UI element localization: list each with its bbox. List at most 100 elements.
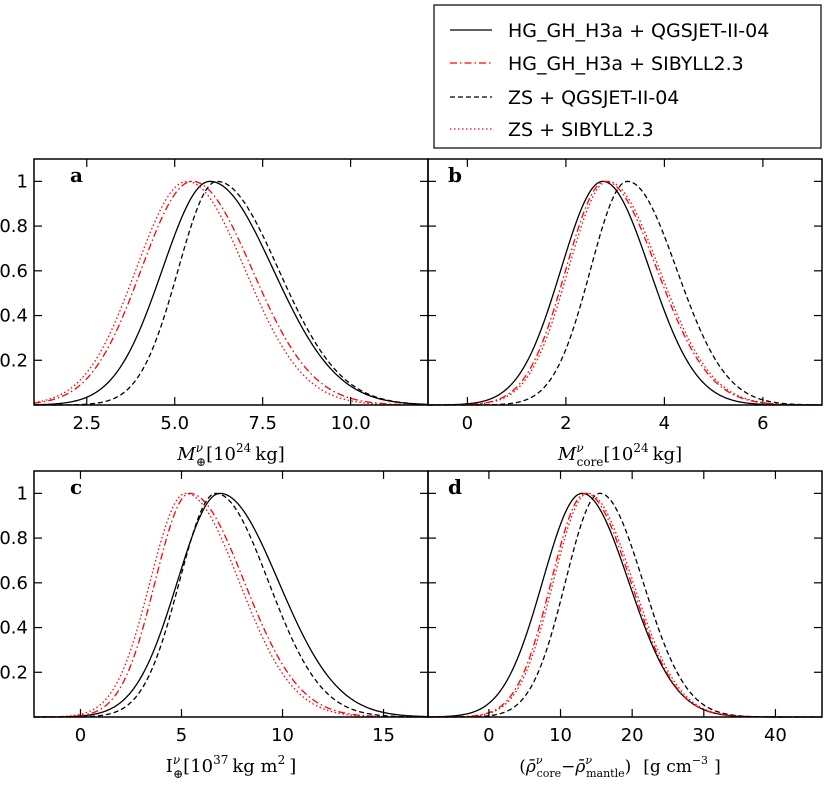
- panel-b-series-1: [428, 180, 822, 406]
- panel-c-xlabel-unit-pre: [10: [183, 756, 213, 777]
- panel-d-xlabel-close: ): [625, 757, 632, 777]
- panel-c-series-2: [34, 492, 428, 718]
- panel-b-xtick-label: 2: [560, 413, 571, 434]
- legend-label-3: ZS + QGSJET-II-04: [508, 87, 679, 109]
- panel-d-series-1: [427, 492, 822, 718]
- panel-c: c Iν ⊕[1037 kg m2] 0 5 10 15 0.2 0.4 0.6 0.8 1: [0, 470, 429, 781]
- panel-d-unit-pre: [g cm: [643, 757, 692, 777]
- panel-b-xlabel-unit-sup: 24: [633, 441, 649, 455]
- panel-a: a Mν ⊕[1024 kg] 2.5 5.0 7.5 10.0 0.2 0.4 0.6 0.8 1: [0, 158, 429, 469]
- panel-a-frame: [33, 158, 429, 406]
- panel-d-rho2-sub: mantle: [586, 767, 625, 780]
- panel-c-xlabel-unit-post: kg m: [232, 756, 277, 777]
- panel-c-xlabel-unit-sup2: 2: [278, 753, 286, 767]
- panel-a-ytick-label: 0.6: [0, 261, 28, 282]
- panel-a-xtick-label: 10.0: [331, 413, 371, 434]
- panel-a-xtick-label: 7.5: [248, 413, 277, 434]
- panel-d-letter: d: [448, 475, 462, 499]
- panel-b-series-2: [428, 180, 823, 406]
- panel-b-frame: [427, 158, 823, 406]
- panel-d-frame: [427, 470, 823, 718]
- legend-label-1: HG_GH_H3a + QGSJET-II-04: [508, 20, 769, 42]
- panel-b-xlabel-main: M: [557, 444, 577, 465]
- panel-b-xtick-label: 4: [659, 413, 670, 434]
- panel-a-series-2: [33, 180, 429, 406]
- panel-c-plot-area: [33, 492, 429, 718]
- panel-a-ytick-label: 0.4: [0, 306, 28, 327]
- panel-c-xtick-label: 15: [372, 725, 395, 746]
- panel-a-ytick-label: 1: [17, 171, 28, 192]
- panel-a-xlabel-unit-post: kg]: [255, 444, 284, 465]
- panel-d: d (ρ̄ν core−ρ̄ν mantle) [g cm−3] 0 10 20 30 40: [427, 470, 823, 780]
- panel-d-xlabel: (ρ̄ν core−ρ̄ν mantle) [g cm−3]: [519, 754, 720, 780]
- panel-d-rho1: ρ̄: [525, 757, 536, 777]
- panel-a-ytick-label: 0.8: [0, 216, 28, 237]
- panel-c-ytick-label: 0.4: [0, 618, 28, 639]
- panel-a-plot-area: [33, 180, 429, 406]
- panel-c-xlabel-sub: ⊕: [173, 767, 183, 781]
- panel-c-ytick-label: 0.2: [0, 662, 28, 683]
- panel-b-xtick-label: 6: [757, 413, 768, 434]
- legend-label-4: ZS + SIBYLL2.3: [508, 119, 654, 141]
- panel-b-xtick-label: 0: [462, 413, 473, 434]
- panel-c-xlabel-sup: ν: [173, 753, 180, 767]
- panel-d-unit-post: ]: [714, 757, 721, 777]
- panel-a-xtick-label: 2.5: [72, 413, 101, 434]
- panel-c-letter: c: [70, 475, 82, 499]
- panel-c-ytick-label: 0.8: [0, 528, 28, 549]
- panel-d-rho2: ρ̄: [574, 757, 585, 777]
- panel-a-xlabel-unit-sup: 24: [236, 441, 252, 455]
- panel-d-xtick-label: 40: [764, 725, 787, 746]
- panel-a-series-1: [33, 180, 429, 406]
- panel-a-ytick-label: 0.2: [0, 350, 28, 371]
- panel-a-xlabel-sup: ν: [196, 441, 203, 455]
- panel-b-plot-area: [428, 180, 823, 406]
- panel-a-xlabel: Mν ⊕[1024 kg]: [176, 441, 284, 469]
- panel-a-xlabel-unit-pre: [10: [206, 444, 236, 465]
- panel-b-xlabel-sub: core: [577, 455, 604, 469]
- panel-a-xlabel-main: M: [176, 444, 196, 465]
- panel-c-series-3: [34, 492, 429, 718]
- panel-c-series-4: [33, 492, 428, 718]
- panel-b-letter: b: [448, 163, 462, 187]
- panel-d-minus: −: [561, 757, 575, 777]
- panel-a-letter: a: [70, 163, 83, 187]
- panel-c-xlabel: Iν ⊕[1037 kg m2]: [166, 753, 297, 781]
- panel-d-unit-sup: −3: [692, 754, 708, 767]
- legend: HG_GH_H3a + QGSJET-II-04 HG_GH_H3a + SIB…: [433, 4, 822, 149]
- panel-c-xlabel-unit-sup: 37: [213, 753, 228, 767]
- panel-d-rho1-sup: ν: [536, 754, 543, 767]
- panel-d-xtick-label: 10: [549, 725, 572, 746]
- panel-c-ytick-label: 0.6: [0, 573, 28, 594]
- panel-c-frame: [33, 470, 429, 718]
- panel-c-ytick-label: 1: [17, 483, 28, 504]
- panel-d-rho1-sub: core: [537, 767, 562, 780]
- legend-box: [433, 4, 822, 149]
- panel-d-series-3: [428, 492, 822, 718]
- panel-c-xtick-label: 0: [75, 725, 86, 746]
- panel-d-rho2-sup: ν: [585, 754, 592, 767]
- panel-c-xtick-label: 10: [271, 725, 294, 746]
- panel-a-xlabel-sub: ⊕: [196, 455, 206, 469]
- panel-d-xtick-label: 20: [621, 725, 644, 746]
- panel-c-series-1: [34, 492, 429, 718]
- panel-d-xtick-label: 0: [483, 725, 494, 746]
- panel-d-xlabel-open: (: [519, 757, 526, 777]
- legend-label-2: HG_GH_H3a + SIBYLL2.3: [508, 53, 744, 75]
- panel-a-series-4: [33, 180, 429, 406]
- panel-d-plot-area: [427, 492, 822, 718]
- panel-a-series-3: [34, 180, 429, 406]
- panel-d-xtick-label: 30: [692, 725, 715, 746]
- panel-b-series-4: [428, 180, 823, 406]
- panel-b-xlabel: Mν core[1024 kg]: [557, 441, 682, 469]
- panel-d-series-2: [428, 492, 822, 718]
- panel-c-xlabel-main: I: [166, 756, 173, 777]
- panel-a-xtick-label: 5.0: [160, 413, 189, 434]
- panel-b-xlabel-unit-post: kg]: [653, 444, 682, 465]
- panel-c-xlabel-unit-end: ]: [289, 756, 296, 777]
- panel-d-series-4: [427, 492, 822, 718]
- panel-b-xlabel-unit-pre: [10: [603, 444, 633, 465]
